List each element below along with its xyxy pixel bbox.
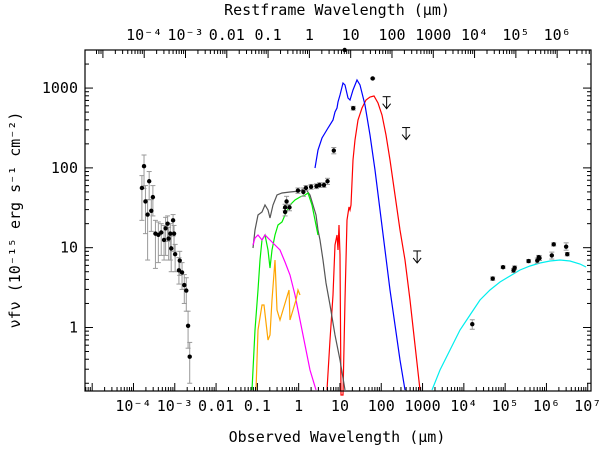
axes: 10⁻⁴ 10⁻³ 0.01 0.1 1 10 100 1000 10⁴ 10⁵ 10⁶ 10⁷ 10⁻…: [42, 26, 600, 415]
y-tick-label: 1: [69, 318, 78, 336]
data-point: [179, 270, 185, 275]
data-point: [325, 179, 330, 184]
x-tick-label: 0.1: [244, 397, 271, 415]
x-axis-title: Observed Wavelength (μm): [229, 428, 446, 446]
data-point: [549, 253, 555, 258]
data-point: [301, 189, 306, 195]
x-tick-label: 10⁵: [492, 397, 519, 415]
x2-tick-label: 100: [378, 26, 405, 44]
data-point: [177, 258, 182, 263]
data-point: [526, 258, 531, 264]
data-point: [172, 251, 178, 257]
data-point: [490, 276, 495, 281]
data-point: [168, 231, 173, 236]
data-point: [282, 209, 288, 215]
y-tick-label: 1000: [42, 79, 78, 97]
data-point: [141, 163, 147, 169]
x-tick-label: 10⁴: [450, 397, 477, 415]
data-point: [182, 282, 187, 288]
data-point: [321, 182, 327, 188]
data-point: [184, 288, 189, 293]
data-point: [565, 251, 570, 257]
x2-tick-label: 10⁴: [461, 26, 488, 44]
data-point: [159, 230, 164, 235]
data-point: [287, 205, 292, 210]
x2-tick-label: 0.01: [209, 26, 245, 44]
data-point: [166, 236, 171, 241]
data-point: [185, 323, 191, 328]
x2-tick-label: 10⁵: [502, 26, 529, 44]
data-point: [170, 218, 176, 223]
x-tick-label: 10⁻⁴: [115, 397, 151, 415]
data-point: [470, 321, 475, 327]
upper-limits: [382, 96, 422, 264]
y-axis-title: νfν (10⁻¹⁵ erg s⁻¹ cm⁻²): [6, 112, 24, 329]
x2-axis-title: Restframe Wavelength (μm): [224, 1, 450, 19]
x2-tick-label: 10⁻⁴: [126, 26, 162, 44]
data-point: [149, 208, 154, 213]
upper-limit-arrow: [412, 257, 422, 264]
x2-tick-label: 10⁶: [544, 26, 571, 44]
upper-limit-arrow: [401, 134, 411, 141]
data-point: [537, 255, 542, 261]
data-point: [563, 244, 569, 249]
data-point: [187, 354, 192, 359]
data-point: [351, 105, 356, 111]
x-tick-label: 0.01: [198, 397, 234, 415]
x-tick-label: 10⁶: [533, 397, 560, 415]
data-point: [308, 184, 314, 189]
x2-tick-label: 1000: [415, 26, 451, 44]
data-point: [139, 185, 145, 191]
model-curve: [252, 187, 346, 391]
x-tick-label: 10: [331, 397, 349, 415]
data-point: [303, 185, 309, 191]
x2-tick-label: 10: [342, 26, 360, 44]
model-curves: [251, 78, 587, 396]
data-point: [161, 237, 167, 243]
data-point: [176, 268, 182, 273]
x2-tick-label: 1: [305, 26, 314, 44]
data-point: [145, 212, 150, 217]
data-point: [551, 242, 556, 247]
data-point: [512, 265, 517, 270]
model-curve: [314, 78, 406, 391]
data-point: [150, 194, 156, 200]
data-point: [370, 76, 375, 81]
data-point: [169, 246, 174, 251]
x-tick-label: 10⁻³: [157, 397, 193, 415]
model-curve: [251, 192, 319, 391]
data-point: [500, 264, 506, 270]
x-tick-label: 100: [368, 397, 395, 415]
data-point: [165, 221, 170, 226]
data-point: [284, 199, 289, 204]
x2-tick-label: 0.1: [255, 26, 282, 44]
model-curve: [326, 95, 421, 396]
x-tick-label: 10⁷: [574, 397, 600, 415]
data-points: [139, 47, 570, 359]
data-point: [171, 231, 177, 236]
upper-limit-arrow: [382, 103, 392, 110]
data-point: [317, 182, 322, 188]
x-tick-label: 1: [294, 397, 303, 415]
x-tick-label: 1000: [404, 397, 440, 415]
y-tick-label: 100: [51, 159, 78, 177]
model-curve: [431, 259, 587, 391]
model-curve: [255, 259, 301, 391]
data-point: [295, 188, 301, 193]
y-tick-label: 10: [60, 239, 78, 257]
x2-tick-label: 10⁻³: [167, 26, 203, 44]
model-curve: [252, 234, 317, 391]
data-point: [331, 148, 337, 153]
data-point: [282, 205, 288, 210]
data-point: [143, 199, 148, 204]
data-point: [146, 179, 152, 184]
data-point: [163, 226, 168, 231]
